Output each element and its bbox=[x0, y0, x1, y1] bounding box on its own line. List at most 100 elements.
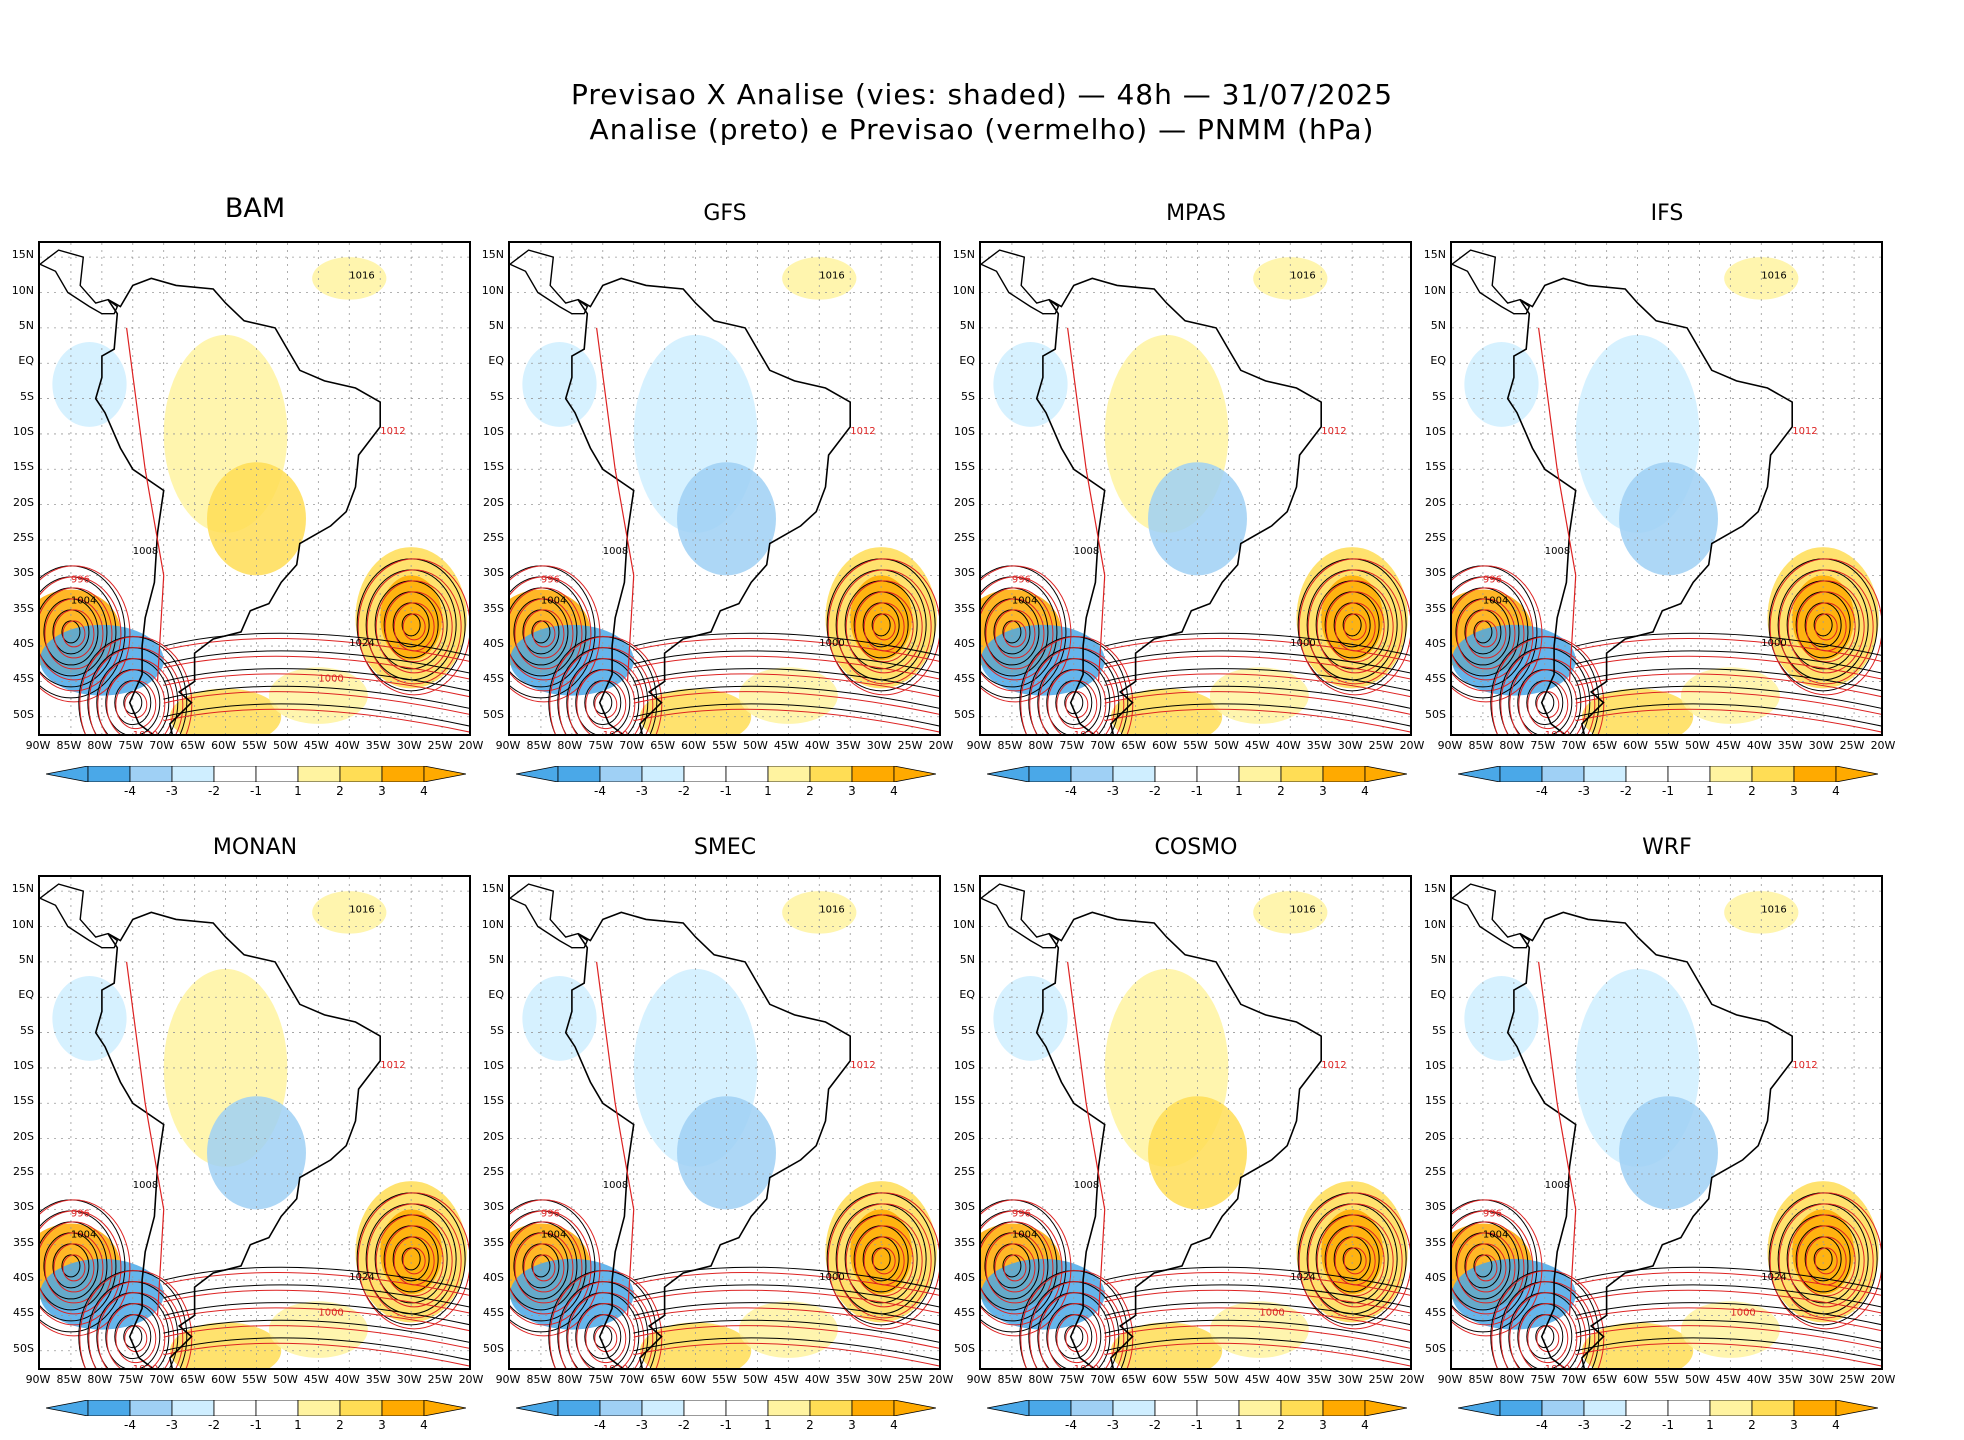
colorbar-label: -1 bbox=[1662, 784, 1674, 798]
map-canvas: 1016 1012 1008 996 1004 1020 1024 1000 bbox=[40, 877, 469, 1368]
longitude-tick-label: 45W bbox=[1715, 1373, 1741, 1386]
forecast-isobar bbox=[163, 638, 469, 662]
colorbar-arrow-left bbox=[986, 1399, 1030, 1417]
forecast-isobar bbox=[1474, 1254, 1498, 1282]
forecast-isobar bbox=[163, 1342, 469, 1367]
analysis-isobar bbox=[633, 632, 939, 656]
forecast-isobar bbox=[53, 1243, 95, 1293]
colorbar: -4 -3 -2 -1 1 2 3 4 bbox=[986, 765, 1408, 806]
forecast-isobar bbox=[163, 1289, 469, 1314]
latitude-tick-label: 35S bbox=[483, 601, 504, 615]
forecast-isobar bbox=[1029, 1281, 1125, 1368]
longitude-tick-label: 40W bbox=[334, 739, 360, 752]
longitude-tick-label: 55W bbox=[1183, 1373, 1208, 1386]
longitude-tick-label: 35W bbox=[835, 1373, 861, 1386]
forecast-isobar bbox=[567, 658, 645, 734]
analysis-isobar bbox=[633, 1302, 939, 1326]
colorbar-label: 1 bbox=[1235, 1418, 1243, 1432]
longitude-tick-label: 70W bbox=[1090, 739, 1116, 752]
latitude-tick-label: 15S bbox=[1425, 460, 1446, 474]
latitude-tick-label: 10N bbox=[952, 283, 975, 297]
forecast-isobar bbox=[1325, 1225, 1385, 1297]
forecast-isobar bbox=[88, 647, 184, 734]
forecast-isobar bbox=[1020, 1270, 1134, 1368]
isobar-label: 1016 bbox=[1290, 904, 1315, 915]
forecast-isobar bbox=[633, 708, 939, 733]
bias-shading-8 bbox=[1464, 976, 1539, 1061]
colorbar-segment bbox=[851, 765, 895, 783]
isobar-label: 996 bbox=[71, 1208, 90, 1219]
latitude-tick-label: 20S bbox=[483, 495, 504, 509]
colorbar-segment bbox=[641, 765, 685, 783]
colorbar-label: -2 bbox=[678, 1418, 690, 1432]
isobar-label: 1000 bbox=[819, 1272, 844, 1283]
longitude-tick-label: 45W bbox=[1244, 739, 1270, 752]
forecast-isobar bbox=[1104, 1272, 1410, 1296]
isobar-label: 996 bbox=[1012, 1208, 1031, 1219]
analysis-isobar bbox=[1104, 685, 1410, 709]
colorbar-segment bbox=[255, 765, 299, 783]
isobar-label: 1024 bbox=[349, 638, 374, 649]
colorbar-segment bbox=[557, 765, 601, 783]
isobar-label: 1004 bbox=[541, 596, 566, 607]
map-panel-monan: 1016 1012 1008 996 1004 1020 1024 1000 bbox=[38, 875, 471, 1370]
longitude-tick-label: 65W bbox=[650, 739, 676, 752]
colorbar: -4 -3 -2 -1 1 2 3 4 bbox=[45, 765, 467, 806]
map-panel-ifs: 1016 1012 1008 996 1004 1020 1000 bbox=[1450, 241, 1883, 736]
colorbar-label: -2 bbox=[1620, 784, 1632, 798]
map-canvas: 1016 1012 1008 996 1004 1020 1024 1000 bbox=[40, 243, 469, 734]
colorbar-label: 4 bbox=[420, 1418, 428, 1432]
forecast-isobar bbox=[872, 1247, 896, 1275]
analysis-isobar bbox=[1575, 668, 1881, 692]
isobar-label: 1012 bbox=[1321, 426, 1346, 437]
isobar-label: 1012 bbox=[380, 1060, 405, 1071]
forecast-isobar bbox=[40, 1210, 122, 1326]
analysis-isobar bbox=[633, 1284, 939, 1308]
forecast-isobar bbox=[366, 569, 462, 685]
analysis-isobar bbox=[1575, 1266, 1881, 1290]
colorbar-segment bbox=[767, 1399, 811, 1417]
analysis-isobar bbox=[1575, 1337, 1881, 1361]
colorbar-segment bbox=[339, 765, 383, 783]
forecast-isobar bbox=[523, 609, 565, 659]
analysis-isobar bbox=[163, 1302, 469, 1326]
longitude-tick-label: 35W bbox=[1306, 739, 1332, 752]
bias-shading-8 bbox=[522, 976, 597, 1061]
map-panel-wrf: 1016 1012 1008 996 1004 1020 1024 1000 bbox=[1450, 875, 1883, 1370]
colorbar-label: -2 bbox=[1620, 1418, 1632, 1432]
forecast-isobar bbox=[44, 1232, 104, 1304]
latitude-tick-label: 5S bbox=[20, 1023, 34, 1037]
colorbar: -4 -3 -2 -1 1 2 3 4 bbox=[1457, 765, 1879, 806]
latitude-tick-label: 50S bbox=[13, 1341, 34, 1355]
latitude-tick-label: 50S bbox=[954, 707, 975, 721]
colorbar-segment bbox=[87, 765, 131, 783]
latitude-tick-label: 5N bbox=[488, 318, 504, 332]
colorbar-label: -2 bbox=[208, 1418, 220, 1432]
isobar-label: 1000 bbox=[318, 1307, 343, 1318]
figure-title-line1: Previsao X Analise (vies: shaded) — 48h … bbox=[570, 78, 1394, 111]
latitude-tick-label: 40S bbox=[13, 1271, 34, 1285]
isobar-label: 1016 bbox=[349, 904, 374, 915]
forecast-isobar bbox=[1527, 1314, 1569, 1364]
panel-title-cosmo: COSMO bbox=[1154, 835, 1238, 860]
colorbar-segment bbox=[1196, 1399, 1240, 1417]
latitude-tick-label: 40S bbox=[483, 1271, 504, 1285]
colorbar-label: 4 bbox=[1832, 784, 1840, 798]
isobar-label: 996 bbox=[541, 574, 560, 585]
colorbar-svg bbox=[45, 765, 467, 783]
forecast-isobar bbox=[1307, 569, 1403, 685]
south-america-coastline bbox=[1506, 277, 1793, 734]
forecast-isobar bbox=[1456, 598, 1516, 670]
colorbar-label: 2 bbox=[1277, 784, 1285, 798]
forecast-isobar bbox=[375, 1214, 453, 1308]
isobar-label: 1020 bbox=[1074, 1364, 1099, 1370]
latitude-tick-label: 50S bbox=[954, 1341, 975, 1355]
analysis-isobar bbox=[633, 685, 939, 709]
colorbar-segment bbox=[297, 765, 341, 783]
colorbar-segment bbox=[1154, 1399, 1198, 1417]
south-america-coastline bbox=[564, 277, 851, 734]
longitude-tick-label: 30W bbox=[866, 739, 892, 752]
colorbar-label: -4 bbox=[124, 784, 136, 798]
isobar-label: 1008 bbox=[603, 546, 628, 557]
latitude-tick-label: 10N bbox=[481, 917, 504, 931]
